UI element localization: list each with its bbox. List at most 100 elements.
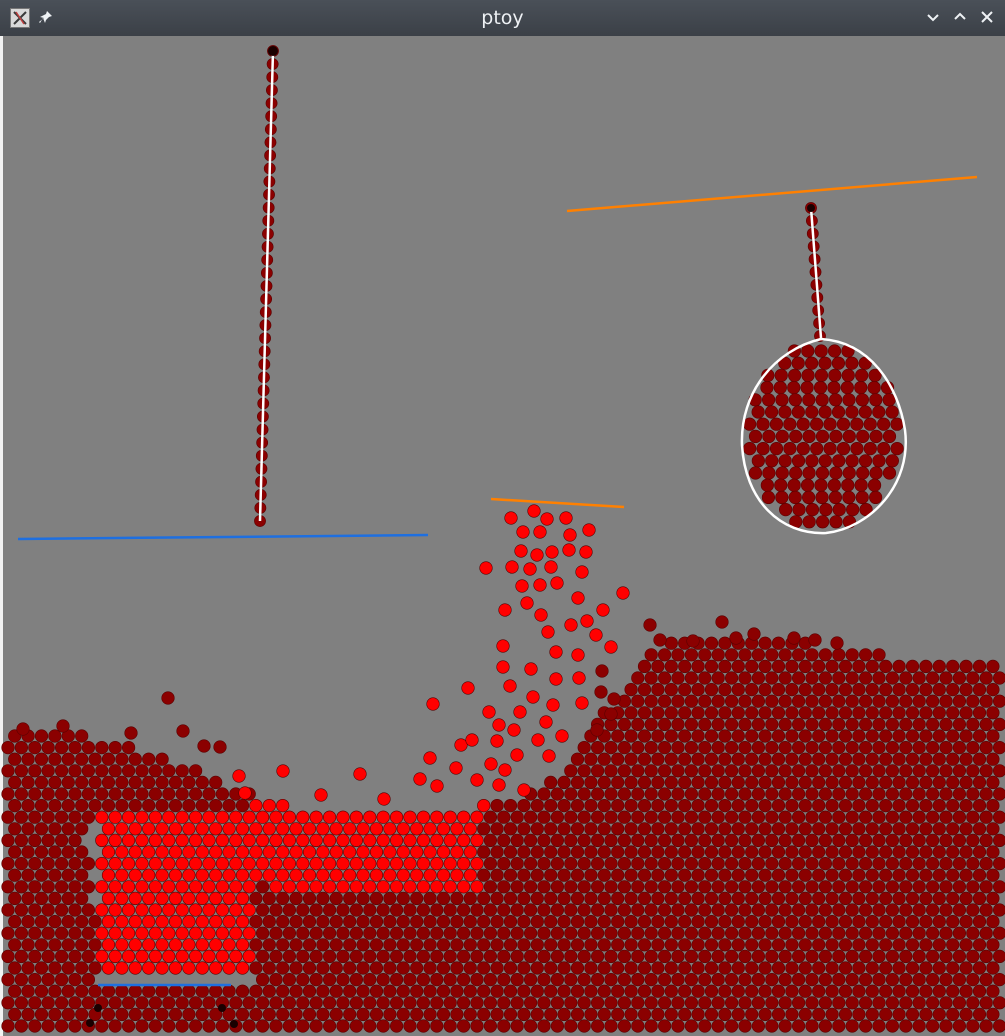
- particle: [637, 682, 652, 697]
- particle: [838, 891, 853, 906]
- bag-particle: [882, 393, 896, 407]
- particle: [711, 1019, 725, 1033]
- particle: [912, 926, 926, 940]
- particle: [142, 938, 156, 952]
- title-bar[interactable]: ptoy: [0, 0, 1005, 37]
- close-icon[interactable]: [978, 8, 996, 26]
- minimize-icon[interactable]: [924, 8, 942, 26]
- particle: [557, 798, 571, 813]
- particle: [657, 1019, 672, 1033]
- particle: [637, 845, 652, 859]
- particle: [570, 845, 585, 859]
- particle: [128, 798, 142, 813]
- particle: [858, 787, 873, 801]
- particle: [1, 1019, 15, 1033]
- particle: [798, 961, 812, 975]
- rope-layer: [258, 46, 908, 535]
- particle: [497, 833, 511, 848]
- particle: [691, 822, 705, 836]
- particle: [798, 938, 812, 952]
- particle: [14, 972, 28, 987]
- particle: [564, 856, 578, 871]
- particle: [872, 972, 886, 987]
- particle: [235, 822, 250, 836]
- particle: [832, 694, 846, 708]
- particle: [410, 984, 424, 998]
- particle: [664, 914, 678, 929]
- particle: [805, 880, 819, 894]
- particle: [966, 880, 980, 894]
- particle: [115, 845, 129, 859]
- particle: [959, 938, 973, 952]
- particle: [704, 822, 719, 836]
- falling-particle: [353, 767, 367, 781]
- particle-scene[interactable]: [0, 36, 1005, 1036]
- particle: [631, 903, 645, 917]
- particle: [838, 845, 853, 859]
- particle: [490, 914, 504, 929]
- particle: [155, 822, 169, 836]
- particle: [497, 903, 511, 917]
- particle: [805, 949, 819, 964]
- bag-particle: [846, 503, 860, 517]
- particle: [872, 717, 886, 732]
- falling-particle: [426, 697, 440, 711]
- particle: [838, 682, 853, 697]
- particle: [443, 926, 457, 940]
- particle: [503, 984, 518, 998]
- particle: [256, 810, 270, 824]
- particle: [791, 810, 806, 824]
- particle: [101, 845, 116, 859]
- particle: [637, 775, 652, 790]
- app-icon[interactable]: [10, 8, 30, 28]
- particle: [698, 926, 712, 940]
- particle: [771, 961, 786, 975]
- particle: [684, 856, 699, 871]
- particle: [81, 949, 95, 964]
- maximize-icon[interactable]: [951, 8, 969, 26]
- particle: [631, 949, 645, 964]
- particle: [899, 717, 913, 732]
- window-title: ptoy: [481, 7, 524, 29]
- particle: [155, 891, 169, 906]
- particle: [892, 798, 906, 813]
- particle: [966, 740, 980, 755]
- particle: [517, 914, 531, 929]
- particle: [617, 903, 632, 917]
- particle: [885, 856, 900, 871]
- falling-particle: [616, 586, 630, 600]
- particle: [349, 949, 364, 964]
- bag-particle: [818, 405, 832, 419]
- particle: [825, 984, 839, 998]
- particle: [470, 856, 484, 871]
- particle: [423, 984, 437, 998]
- particle: [168, 1007, 183, 1022]
- particle: [101, 822, 116, 836]
- particle: [691, 706, 705, 720]
- particle: [329, 914, 343, 929]
- particle: [812, 822, 826, 836]
- pin-icon[interactable]: [38, 9, 54, 25]
- bag-particle: [751, 405, 765, 419]
- particle: [557, 868, 571, 882]
- particle: [443, 972, 457, 987]
- particle: [765, 880, 779, 894]
- particle: [41, 996, 55, 1010]
- particle: [858, 671, 873, 685]
- particle: [8, 798, 22, 813]
- particle: [544, 984, 558, 998]
- bag-particle: [761, 393, 776, 407]
- particle: [81, 764, 95, 778]
- particle: [537, 972, 551, 987]
- particle: [510, 903, 524, 917]
- particle-layer: [1, 45, 1005, 1033]
- particle: [651, 984, 665, 998]
- particle: [477, 891, 491, 906]
- falling-particle: [505, 560, 519, 574]
- particle: [925, 740, 940, 755]
- particle: [892, 914, 906, 929]
- particle: [671, 740, 685, 755]
- particle: [550, 949, 565, 964]
- bag-particle: [872, 405, 886, 419]
- particle: [148, 810, 162, 824]
